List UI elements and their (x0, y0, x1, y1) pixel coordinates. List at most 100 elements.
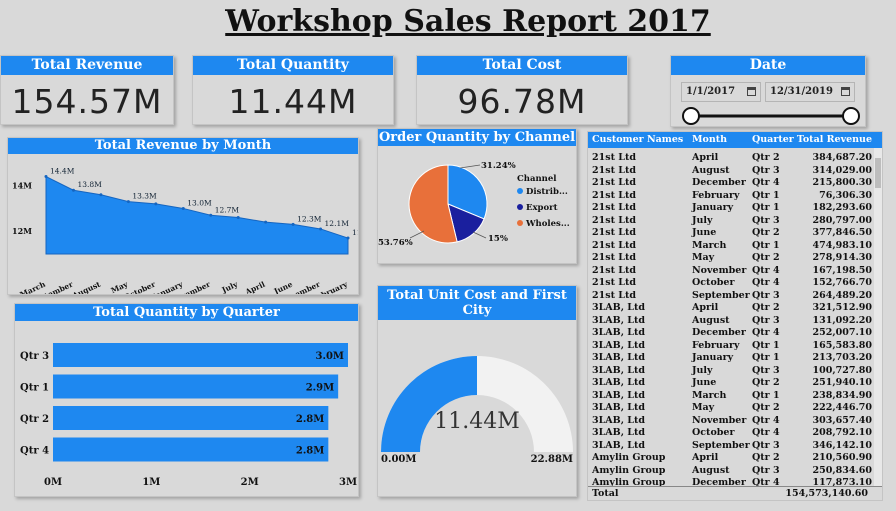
y-tick-label: Qtr 2 (20, 414, 49, 425)
table-row[interactable]: 21st Ltd March Qtr 1 474,983.10 (588, 240, 876, 253)
cell-total-revenue: 252,007.10 (812, 327, 873, 338)
data-label: 3.0M (316, 351, 344, 362)
cell-customer-name: 21st Ltd (592, 152, 636, 163)
table-row[interactable]: 3LAB, Ltd October Qtr 4 208,792.10 (588, 427, 876, 440)
table-row[interactable]: Amylin Group April Qtr 2 210,560.90 (588, 452, 876, 465)
data-label: 2.8M (296, 446, 324, 457)
cell-customer-name: 21st Ltd (592, 189, 636, 201)
table-row[interactable]: 21st Ltd November Qtr 4 167,198.50 (588, 265, 876, 278)
cell-customer-name: Amylin Group (592, 477, 666, 488)
kpi-quantity-value: 11.44M (228, 82, 358, 121)
table-row[interactable]: 3LAB, Ltd March Qtr 1 238,834.90 (588, 390, 876, 403)
data-label: 13.8M (77, 180, 102, 189)
cell-customer-name: 3LAB, Ltd (592, 402, 646, 413)
table-row[interactable]: 3LAB, Ltd April Qtr 2 321,512.90 (588, 302, 876, 315)
revenue-point-september (71, 188, 75, 192)
revenue-point-november (209, 213, 213, 217)
kpi-card-quantity: Total Quantity 11.44M (192, 55, 394, 125)
table-total-row: Total 154,573,140.60 (588, 486, 882, 500)
table-row[interactable]: 21st Ltd December Qtr 4 215,800.30 (588, 177, 876, 190)
table-row[interactable]: 3LAB, Ltd January Qtr 1 213,703.20 (588, 352, 876, 365)
table-row[interactable]: 21st Ltd August Qtr 3 314,029.00 (588, 165, 876, 178)
cell-month: July (692, 364, 713, 376)
table-row[interactable]: 3LAB, Ltd August Qtr 3 131,092.20 (588, 315, 876, 328)
start-date-value: 1/1/2017 (686, 86, 736, 97)
kpi-card-cost: Total Cost 96.78M (416, 55, 628, 125)
cell-month: March (692, 239, 727, 251)
calendar-icon[interactable] (747, 87, 756, 96)
cell-quarter: Qtr 2 (752, 302, 780, 313)
cell-month: July (692, 214, 713, 226)
table-row[interactable]: 3LAB, Ltd July Qtr 3 100,727.80 (588, 365, 876, 378)
table-row[interactable]: 21st Ltd July Qtr 3 280,797.00 (588, 215, 876, 228)
kpi-card-revenue: Total Revenue 154.57M (0, 55, 174, 125)
gauge-fill (381, 356, 477, 452)
cell-quarter: Qtr 4 (752, 477, 780, 488)
header-quarter[interactable]: Quarter (752, 134, 794, 145)
cell-quarter: Qtr 4 (752, 427, 780, 438)
page-title: Workshop Sales Report 2017 (225, 4, 711, 39)
cell-month: February (692, 189, 740, 201)
cell-quarter: Qtr 3 (752, 439, 780, 451)
pie-slice-distrib (447, 164, 488, 220)
legend-label: Distrib... (526, 187, 568, 197)
slider-start-handle[interactable] (682, 107, 700, 125)
table-row[interactable]: 21st Ltd February Qtr 1 76,306.30 (588, 190, 876, 203)
x-tick-label: July (220, 279, 240, 294)
table-row[interactable]: 21st Ltd June Qtr 2 377,846.50 (588, 227, 876, 240)
unit-cost-gauge-title: Total Unit Cost and First City (378, 286, 576, 320)
cell-month: December (692, 477, 746, 488)
table-row[interactable]: 3LAB, Ltd December Qtr 4 252,007.10 (588, 327, 876, 340)
cell-month: April (692, 302, 719, 313)
cell-total-revenue: 303,657.40 (812, 414, 873, 426)
date-range-slider[interactable] (671, 104, 867, 128)
table-scrollbar[interactable] (874, 148, 882, 486)
table-row[interactable]: 3LAB, Ltd May Qtr 2 222,446.70 (588, 402, 876, 415)
revenue-by-month-panel: Total Revenue by Month 14.4M 13.8M 13.3M 13… (7, 137, 359, 295)
table-row[interactable]: 21st Ltd May Qtr 2 278,914.30 (588, 252, 876, 265)
table-row[interactable]: Amylin Group December Qtr 4 117,873.10 (588, 477, 876, 488)
table-row[interactable]: 3LAB, Ltd June Qtr 2 251,940.10 (588, 377, 876, 390)
cell-customer-name: Amylin Group (592, 464, 666, 476)
cell-customer-name: Amylin Group (592, 452, 666, 463)
kpi-revenue-value: 154.57M (11, 82, 163, 121)
cell-month: May (692, 402, 715, 413)
table-row[interactable]: 3LAB, Ltd November Qtr 4 303,657.40 (588, 415, 876, 428)
header-customer-names[interactable]: Customer Names (592, 134, 684, 145)
revenue-point-january (181, 206, 185, 210)
scrollbar-thumb[interactable] (875, 158, 881, 188)
kpi-cost-label: Total Cost (417, 56, 627, 75)
header-total-revenue[interactable]: Total Revenue (796, 134, 872, 145)
kpi-cost-value: 96.78M (457, 82, 587, 121)
table-row[interactable]: 21st Ltd September Qtr 3 264,489.20 (588, 290, 876, 303)
cell-month: April (692, 152, 719, 163)
table-row[interactable]: 3LAB, Ltd February Qtr 1 165,583.80 (588, 340, 876, 353)
slider-end-handle[interactable] (842, 107, 860, 125)
start-date-field[interactable]: 1/1/2017 (681, 82, 761, 102)
table-row[interactable]: 21st Ltd April Qtr 2 384,687.20 (588, 152, 876, 165)
cell-total-revenue: 167,198.50 (812, 264, 873, 276)
slice-label: 15% (488, 234, 508, 244)
cell-month: December (692, 327, 746, 338)
end-date-field[interactable]: 12/31/2019 (765, 82, 855, 102)
cell-customer-name: 21st Ltd (592, 289, 636, 301)
calendar-icon[interactable] (841, 87, 850, 96)
data-label: 13.0M (187, 198, 212, 207)
table-row[interactable]: 21st Ltd January Qtr 1 182,293.60 (588, 202, 876, 215)
cell-month: April (692, 452, 719, 463)
cell-quarter: Qtr 4 (752, 177, 780, 188)
y-tick-label: 12M (12, 226, 32, 236)
table-row[interactable]: Amylin Group August Qtr 3 250,834.60 (588, 465, 876, 478)
cell-total-revenue: 182,293.60 (812, 202, 873, 213)
table-row[interactable]: 21st Ltd October Qtr 4 152,766.70 (588, 277, 876, 290)
cell-month: March (692, 389, 727, 401)
header-month[interactable]: Month (692, 134, 728, 145)
cell-month: August (692, 314, 730, 326)
cell-quarter: Qtr 1 (752, 389, 780, 401)
cell-month: November (692, 414, 747, 426)
cell-total-revenue: 222,446.70 (812, 402, 873, 413)
pie-slice-wholes (408, 164, 458, 244)
table-row[interactable]: 3LAB, Ltd September Qtr 3 346,142.10 (588, 440, 876, 453)
cell-month: June (692, 227, 717, 238)
cell-quarter: Qtr 2 (752, 377, 780, 388)
